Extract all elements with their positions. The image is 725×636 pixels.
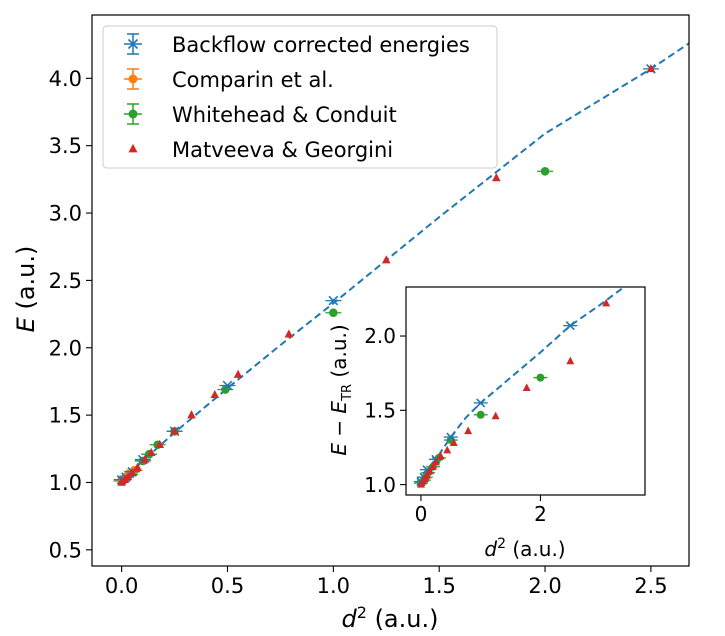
main-data-points bbox=[113, 63, 659, 486]
main-matveeva-point bbox=[133, 462, 142, 471]
legend-label-matveeva: Matveeva & Georgini bbox=[172, 138, 393, 162]
main-y-tick-label: 3.0 bbox=[49, 202, 82, 226]
main-x-tick-label: 2.5 bbox=[634, 574, 667, 598]
legend: Backflow corrected energies Comparin et a… bbox=[102, 25, 498, 169]
legend-marker-comparin bbox=[128, 74, 138, 84]
inset-x-axis-label: d2 (a.u.) bbox=[484, 536, 565, 561]
inset-matveeva-point bbox=[522, 383, 531, 392]
main-plot-frame bbox=[91, 14, 690, 567]
main-matveeva-point bbox=[210, 389, 220, 399]
main-y-axis-label: E (a.u.) bbox=[12, 246, 40, 333]
inset-matveeva-point bbox=[602, 298, 611, 307]
inset-y-tick-label: 2.0 bbox=[364, 324, 396, 348]
main-matveeva-point bbox=[284, 329, 294, 338]
main-whitehead-point bbox=[329, 308, 338, 318]
inset-matveeva-point bbox=[425, 466, 434, 475]
inset-y-axis-label: E − ETR (a.u.) bbox=[327, 324, 355, 455]
legend-label-comparin: Comparin et al. bbox=[172, 68, 334, 92]
inset-axes: 0 2 1.0 1.5 2.0 bbox=[364, 286, 646, 526]
main-x-axis-label: d2 (a.u.) bbox=[342, 603, 439, 633]
main-y-tick-label: 3.5 bbox=[49, 134, 82, 158]
inset-x-tick-label: 2 bbox=[534, 502, 547, 526]
main-y-tick-label: 2.0 bbox=[49, 336, 82, 360]
main-axes: 0.0 0.5 1.0 1.5 2.0 2.5 0.5 1.0 1.5 2.0 2.5 3.0 3.5 4… bbox=[49, 14, 690, 598]
inset-matveeva-point bbox=[464, 426, 473, 435]
inset-matveeva-point bbox=[566, 356, 575, 365]
main-matveeva-point bbox=[140, 454, 150, 463]
main-matveeva-point bbox=[381, 255, 391, 264]
inset-whitehead-point bbox=[536, 373, 545, 382]
main-y-tick-label: 0.5 bbox=[49, 538, 82, 562]
main-x-tick-label: 2.0 bbox=[528, 574, 561, 598]
inset-chart: 0 2 1.0 1.5 2.0 d2 (a.u.) E − ETR (a.u.) bbox=[327, 286, 646, 561]
main-chart: 0.0 0.5 1.0 1.5 2.0 2.5 0.5 1.0 1.5 2.0 2.5 3.0 3.5 4… bbox=[12, 14, 690, 633]
inset-matveeva-point bbox=[431, 457, 440, 466]
main-matveeva-point bbox=[646, 63, 656, 73]
inset-x-tick-label: 0 bbox=[415, 502, 428, 526]
main-y-tick-label: 1.0 bbox=[49, 471, 82, 495]
legend-marker-backflow bbox=[127, 38, 139, 50]
legend-frame bbox=[102, 25, 498, 169]
main-matveeva-point bbox=[127, 468, 137, 477]
inset-matveeva-point bbox=[436, 451, 445, 460]
main-matveeva-point bbox=[233, 369, 243, 378]
main-y-tick-label: 4.0 bbox=[49, 67, 82, 91]
main-whitehead-point bbox=[540, 166, 550, 176]
main-matveeva-point bbox=[492, 173, 501, 182]
legend-label-backflow: Backflow corrected energies bbox=[172, 33, 470, 57]
inset-matveeva-point bbox=[428, 462, 437, 470]
inset-matveeva-point bbox=[422, 471, 431, 479]
inset-backflow-point bbox=[476, 398, 486, 408]
inset-data-points bbox=[413, 298, 611, 488]
inset-matveeva-point bbox=[443, 445, 452, 454]
legend-label-whitehead: Whitehead & Conduit bbox=[172, 103, 397, 127]
main-matveeva-point bbox=[155, 439, 165, 448]
inset-backflow-point bbox=[565, 321, 575, 331]
main-matveeva-point bbox=[187, 410, 196, 419]
inset-y-tick-label: 1.5 bbox=[364, 399, 396, 423]
main-backflow-point bbox=[222, 380, 233, 391]
legend-marker-whitehead bbox=[128, 109, 138, 119]
inset-y-tick-label: 1.0 bbox=[364, 473, 396, 497]
main-y-tick-label: 2.5 bbox=[49, 269, 82, 293]
inset-matveeva-point bbox=[449, 438, 458, 446]
main-backflow-point bbox=[328, 295, 339, 306]
inset-plot-frame bbox=[405, 286, 646, 496]
main-x-tick-label: 0.5 bbox=[211, 574, 244, 598]
main-matveeva-point bbox=[146, 447, 156, 457]
main-x-tick-label: 1.0 bbox=[317, 574, 350, 598]
inset-whitehead-point bbox=[476, 410, 485, 419]
legend-marker-matveeva bbox=[128, 143, 138, 153]
main-x-tick-label: 1.5 bbox=[422, 574, 455, 598]
main-whitehead-point bbox=[221, 385, 230, 394]
main-x-tick-label: 0.0 bbox=[105, 574, 138, 598]
inset-matveeva-point bbox=[491, 411, 500, 420]
main-matveeva-point bbox=[170, 426, 179, 435]
main-y-tick-label: 1.5 bbox=[49, 404, 82, 428]
